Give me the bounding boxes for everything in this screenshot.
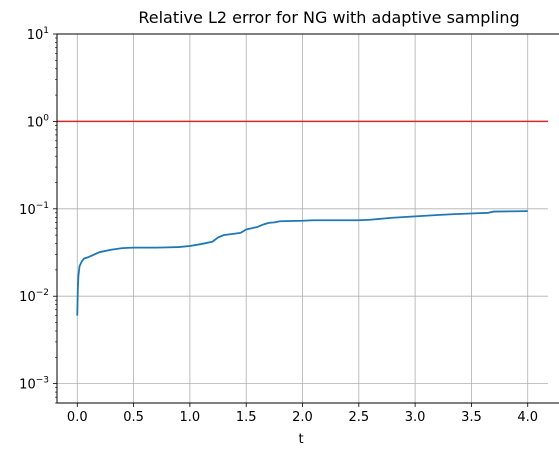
x-tick-label: 1.5 — [236, 410, 257, 425]
y-tick-exponent: 1 — [43, 26, 49, 36]
x-tick-label: 3.0 — [405, 410, 426, 425]
chart-title: Relative L2 error for NG with adaptive s… — [138, 8, 519, 27]
y-tick-label: 10−2 — [19, 288, 49, 305]
x-tick-label: 2.5 — [348, 410, 369, 425]
x-tick-label: 3.5 — [461, 410, 482, 425]
y-tick-exponent: −1 — [36, 201, 49, 211]
x-tick-label: 0.0 — [67, 410, 88, 425]
y-tick-base: 10 — [19, 203, 36, 218]
y-tick-exponent: −3 — [36, 376, 49, 386]
y-tick-base: 10 — [19, 290, 36, 305]
x-tick-label: 0.5 — [123, 410, 144, 425]
series-line — [76, 210, 528, 316]
x-tick-label: 2.0 — [292, 410, 313, 425]
y-tick-base: 10 — [27, 28, 44, 43]
x-tick-label: 4.0 — [517, 410, 538, 425]
plot-frame — [56, 33, 559, 404]
x-tick-label: 1.0 — [180, 410, 201, 425]
y-tick-base: 10 — [27, 115, 44, 130]
y-tick-label: 100 — [27, 113, 50, 130]
y-tick-base: 10 — [19, 378, 36, 393]
y-tick-label: 101 — [27, 26, 49, 43]
x-axis-label: t — [298, 432, 303, 447]
y-tick-label: 10−1 — [19, 201, 49, 218]
series-layer — [76, 210, 528, 316]
x-axis-ticks: 0.0 0.5 1.0 1.5 2.0 2.5 3.0 3.5 4.0 — [67, 403, 538, 425]
y-tick-exponent: 0 — [43, 113, 49, 123]
y-tick-exponent: −2 — [36, 288, 49, 298]
y-tick-label: 10−3 — [19, 376, 49, 393]
